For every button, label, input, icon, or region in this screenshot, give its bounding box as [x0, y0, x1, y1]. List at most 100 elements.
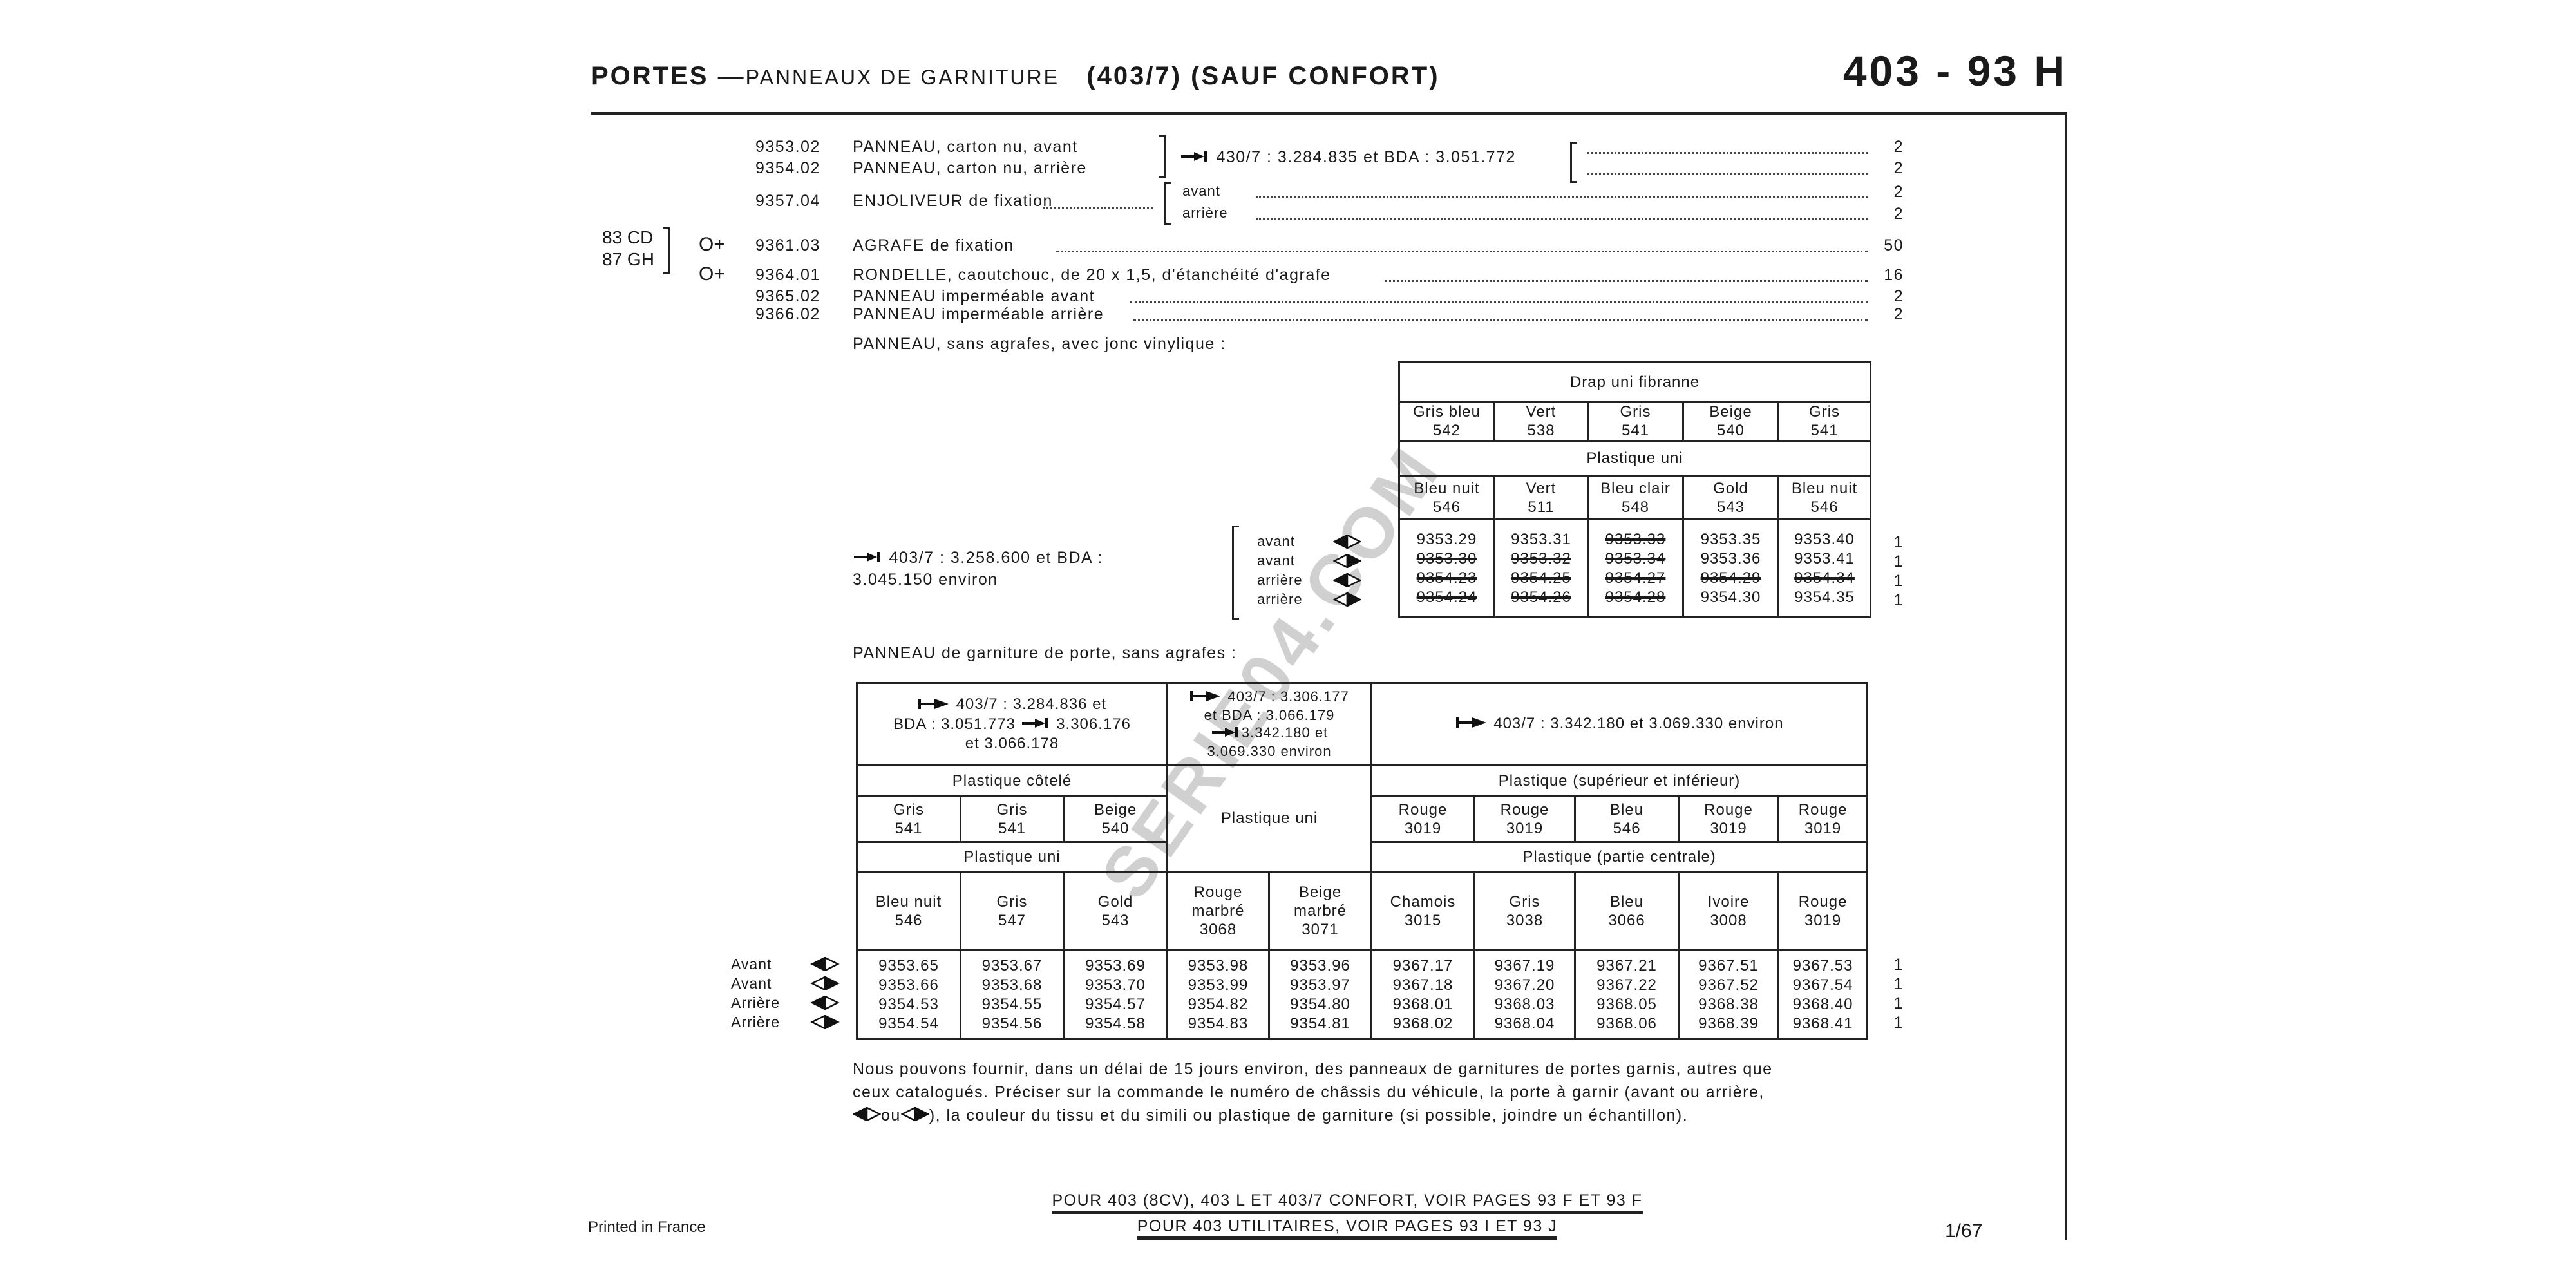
diamond-right-filled-icon [900, 1106, 930, 1126]
color-cell: Rouge marbré 3068 [1166, 871, 1271, 951]
footer-ref-2: POUR 403 UTILITAIRES, VOIR PAGES 93 I ET… [703, 1217, 1991, 1240]
color-code: 546 [1432, 498, 1461, 516]
part-ref: 9353.66 [878, 976, 939, 994]
color-name: Gris [996, 801, 1028, 819]
part-ref: 9368.04 [1494, 1014, 1555, 1032]
color-code: 540 [1101, 820, 1130, 837]
part-ref: 9354.34 [1794, 569, 1855, 587]
part-ref: 9354.57 [1085, 995, 1146, 1013]
color-code: 540 [1716, 422, 1745, 439]
printed-in: Printed in France [588, 1218, 706, 1236]
range-header: 403/7 : 3.306.177 et BDA : 3.066.179 3.342… [1166, 682, 1373, 766]
part-ref: 9353.68 [981, 976, 1043, 994]
part-ref: 9361.03 [755, 236, 820, 254]
color-name: Vert [1526, 403, 1557, 421]
color-cell: Gris 541 [1587, 401, 1684, 442]
diamond-left-filled-icon [1332, 533, 1362, 552]
footer-ref-1-text: POUR 403 (8CV), 403 L ET 403/7 CONFORT, … [1052, 1191, 1643, 1214]
row-qty: 1 [1893, 591, 1904, 609]
group-header: Drap uni fibranne [1397, 361, 1872, 402]
carton-note-text: 430/7 : 3.284.835 et BDA : 3.051.772 [1216, 148, 1516, 166]
color-name: Bleu [1610, 801, 1644, 819]
color-cell: Gris 541 [960, 795, 1065, 843]
part-ref: 9353.67 [981, 956, 1043, 974]
range-text: 3.306.176 [1056, 715, 1131, 733]
part-ref: 9367.18 [1392, 976, 1454, 994]
color-code: 3019 [1804, 911, 1842, 929]
part-qty: 2 [1893, 305, 1904, 323]
color-code: 546 [1613, 820, 1641, 837]
color-name: Bleu [1610, 893, 1644, 911]
part-ref: 9354.26 [1511, 588, 1571, 606]
color-name: Gold [1097, 893, 1133, 911]
section2-heading: PANNEAU de garniture de porte, sans agra… [853, 644, 1237, 662]
part-ref: 9353.31 [1511, 530, 1571, 548]
color-cell: Bleu clair 548 [1587, 475, 1684, 520]
color-name: Gris [1509, 893, 1540, 911]
part-desc: AGRAFE de fixation [853, 236, 1014, 254]
part-ref: 9354.82 [1188, 995, 1249, 1013]
part-ref: 9354.27 [1605, 569, 1666, 587]
note-or: ou [881, 1106, 901, 1124]
page-title: PORTES —PANNEAUX DE GARNITURE (403/7) (S… [591, 62, 1440, 91]
part-ref: 9367.20 [1494, 976, 1555, 994]
part-ref: 9367.19 [1494, 956, 1555, 974]
color-code: 543 [1101, 911, 1130, 929]
color-name: Beige [1709, 403, 1752, 421]
range-header: 403/7 : 3.342.180 et 3.069.330 environ [1370, 682, 1869, 766]
color-code: 542 [1432, 422, 1461, 439]
part-ref: 9353.32 [1511, 549, 1571, 567]
part-ref-cell: 9353.33 9353.34 9354.27 9354.28 [1587, 518, 1684, 618]
color-name: Bleu nuit [1791, 479, 1858, 497]
note-line-3-text: ), la couleur du tissu et du simili ou p… [929, 1106, 1689, 1124]
part-desc: ENJOLIVEUR de fixation [853, 192, 1053, 210]
color-cell: Gold 543 [1682, 475, 1779, 520]
note-line-1: Nous pouvons fournir, dans un délai de 1… [853, 1060, 1773, 1078]
group-header: Plastique uni [1166, 764, 1373, 873]
diamond-left-filled-icon [804, 956, 846, 974]
part-ref: 9353.96 [1290, 956, 1350, 974]
part-desc: PANNEAU imperméable avant [853, 287, 1095, 305]
part-ref: 9354.54 [878, 1014, 939, 1032]
color-code: 3019 [1804, 820, 1842, 837]
row-qty: 1 [1893, 975, 1904, 993]
page-number: 1/67 [1945, 1220, 1983, 1242]
color-name: Beige [1094, 801, 1137, 819]
color-cell: Chamois 3015 [1370, 871, 1476, 951]
color-name: Gold [1713, 479, 1748, 497]
part-qty: 2 [1893, 287, 1904, 305]
side-code: 83 CD [602, 227, 654, 247]
color-code: 546 [895, 911, 923, 929]
part-marker: O+ [699, 263, 725, 285]
part-sub-label: avant [1182, 183, 1220, 199]
part-qty: 2 [1893, 183, 1904, 201]
part-ref-cell: 9367.21 9367.22 9368.05 9368.06 [1574, 949, 1680, 1040]
bracket [663, 227, 670, 274]
part-ref: 9354.35 [1794, 588, 1855, 606]
part-ref-cell: 9353.35 9353.36 9354.29 9354.30 [1682, 518, 1779, 618]
part-ref: 9368.05 [1596, 995, 1657, 1013]
diamond-right-filled-icon [804, 975, 846, 994]
color-code: 3019 [1710, 820, 1747, 837]
part-ref: 9368.41 [1792, 1014, 1853, 1032]
part-desc: RONDELLE, caoutchouc, de 20 x 1,5, d'éta… [853, 266, 1331, 284]
part-ref: 9368.39 [1698, 1014, 1759, 1032]
group-header: Plastique uni [1397, 440, 1872, 477]
part-ref: 9354.56 [981, 1014, 1043, 1032]
color-code: 3019 [1506, 820, 1544, 837]
title-rest: PANNEAUX DE GARNITURE [745, 66, 1059, 89]
color-table-trim: 403/7 : 3.284.836 et BDA : 3.051.773 3.30… [855, 682, 1869, 1040]
color-name: Rouge [1500, 801, 1549, 819]
part-ref-cell: 9353.65 9353.66 9354.53 9354.54 [856, 949, 961, 1040]
part-ref-cell: 9367.53 9367.54 9368.40 9368.41 [1777, 949, 1869, 1040]
part-ref-cell: 9353.40 9353.41 9354.34 9354.35 [1777, 518, 1872, 618]
part-ref: 9367.51 [1698, 956, 1759, 974]
color-cell: Vert 511 [1493, 475, 1589, 520]
row-label: avant [1257, 553, 1295, 569]
range-text: 403/7 : 3.342.180 et 3.069.330 environ [1493, 714, 1784, 732]
range-text: 403/7 : 3.284.836 et [956, 696, 1107, 714]
part-desc: PANNEAU imperméable arrière [853, 305, 1104, 323]
title-model: (403/7) (SAUF CONFORT) [1086, 62, 1440, 90]
row-label: arrière [1257, 591, 1303, 607]
color-name: Bleu nuit [1414, 479, 1480, 497]
